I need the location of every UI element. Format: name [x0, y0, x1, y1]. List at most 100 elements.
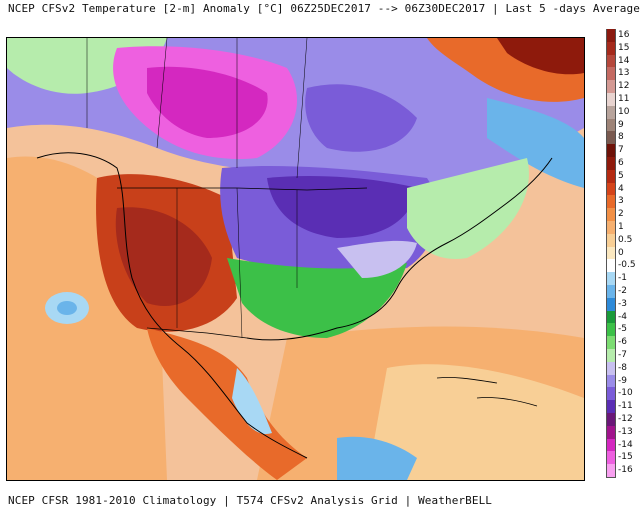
- state-borders: [176, 187, 298, 339]
- legend-swatch: [606, 400, 616, 413]
- legend-swatch: [606, 169, 616, 183]
- legend-label: 10: [618, 106, 630, 117]
- legend-label: 0.5: [618, 234, 633, 245]
- legend-swatch: [606, 297, 616, 311]
- legend-swatch: [606, 118, 616, 132]
- central-america-cool: [337, 436, 417, 480]
- legend-swatch: [606, 195, 616, 209]
- legend-label: -3: [618, 298, 627, 309]
- legend-item: -7: [604, 349, 640, 362]
- legend-label: 9: [618, 119, 624, 130]
- legend-item: 15: [604, 41, 640, 55]
- labrador-sea-cool: [487, 98, 584, 188]
- greenland-hot: [497, 38, 584, 75]
- legend-label: -2: [618, 286, 627, 296]
- legend-label: -11: [618, 401, 633, 412]
- legend-label: -7: [618, 350, 627, 360]
- legend-label: -0.5: [618, 260, 636, 271]
- legend-swatch: [606, 374, 616, 388]
- legend-item: 14: [604, 54, 640, 68]
- legend-item: 11: [604, 93, 640, 106]
- legend-item: -8: [604, 361, 640, 375]
- legend-item: 2: [604, 208, 640, 221]
- legend-item: -13: [604, 425, 640, 439]
- legend-item: 7: [604, 144, 640, 157]
- mid-atlantic-cold: [337, 240, 417, 278]
- legend-item: 8: [604, 131, 640, 145]
- legend-item: -14: [604, 438, 640, 452]
- legend-label: 14: [618, 55, 630, 66]
- legend-label: 13: [618, 68, 630, 79]
- legend-swatch: [606, 221, 616, 234]
- legend-item: 6: [604, 157, 640, 170]
- legend-swatch: [606, 387, 616, 401]
- legend-item: 1: [604, 221, 640, 234]
- legend-label: 8: [618, 132, 624, 143]
- gulf-atlantic-coastline: [246, 157, 553, 341]
- legend-swatch: [606, 105, 616, 119]
- anomaly-map-canvas: [7, 38, 584, 480]
- legend-item: -16: [604, 464, 640, 477]
- legend-item: 12: [604, 80, 640, 93]
- map-footer: NCEP CFSR 1981-2010 Climatology | T574 C…: [8, 494, 493, 507]
- legend-swatch: [606, 272, 616, 285]
- legend-swatch: [606, 233, 616, 247]
- legend-item: -2: [604, 285, 640, 298]
- us-mexico-border: [146, 327, 248, 339]
- pacific-coastline: [36, 152, 308, 459]
- legend-swatch: [606, 41, 616, 55]
- legend-label: -10: [618, 388, 633, 399]
- legend-label: -8: [618, 362, 627, 373]
- legend-label: -6: [618, 337, 627, 348]
- legend-item: -1: [604, 272, 640, 285]
- legend-item: -12: [604, 413, 640, 426]
- legend-swatch: [606, 67, 616, 81]
- legend-label: -1: [618, 273, 627, 284]
- legend-item: -9: [604, 374, 640, 388]
- legend-label: 3: [618, 196, 624, 207]
- mexico-warm: [147, 328, 307, 480]
- legend-swatch: [606, 285, 616, 298]
- legend-label: -4: [618, 311, 627, 322]
- legend-swatch: [606, 323, 616, 337]
- legend-swatch: [606, 361, 616, 375]
- legend-swatch: [606, 80, 616, 93]
- hudson-cold: [305, 84, 417, 152]
- legend-label: 15: [618, 42, 630, 53]
- legend-label: 1: [618, 222, 624, 232]
- legend-swatch: [606, 54, 616, 68]
- legend-item: -15: [604, 451, 640, 465]
- legend-swatch: [606, 413, 616, 426]
- legend-label: 16: [618, 30, 630, 40]
- legend-swatch: [606, 349, 616, 362]
- legend-swatch: [606, 259, 616, 273]
- legend-swatch: [606, 131, 616, 145]
- legend-swatch: [606, 336, 616, 349]
- legend-item: -0.5: [604, 259, 640, 273]
- legend-item: -4: [604, 310, 640, 324]
- color-legend: 16 15 14 13 12 11 10 9 8 7 6 5 4 3 2 1 0.5 0 -0.5 -1 -2 -3 -4 -…: [604, 29, 640, 484]
- legend-swatch: [606, 93, 616, 106]
- legend-item: 5: [604, 169, 640, 183]
- legend-item: 16: [604, 29, 640, 42]
- anomaly-map: [6, 37, 585, 481]
- legend-swatch: [606, 425, 616, 439]
- legend-label: -5: [618, 324, 627, 335]
- legend-label: 12: [618, 81, 630, 92]
- legend-item: 0: [604, 246, 640, 260]
- legend-item: 3: [604, 195, 640, 209]
- legend-swatch: [606, 464, 616, 477]
- legend-label: -14: [618, 439, 633, 450]
- legend-label: 0: [618, 247, 624, 258]
- pacific-cool-core: [57, 301, 77, 315]
- legend-swatch: [606, 310, 616, 324]
- legend-label: 4: [618, 183, 624, 194]
- legend-swatch: [606, 29, 616, 42]
- legend-bottom-border: [606, 477, 616, 478]
- legend-label: -16: [618, 465, 633, 476]
- legend-label: -15: [618, 452, 633, 463]
- legend-label: 7: [618, 145, 624, 156]
- legend-item: -6: [604, 336, 640, 349]
- canada-cold-center: [147, 66, 268, 138]
- legend-label: 2: [618, 209, 624, 220]
